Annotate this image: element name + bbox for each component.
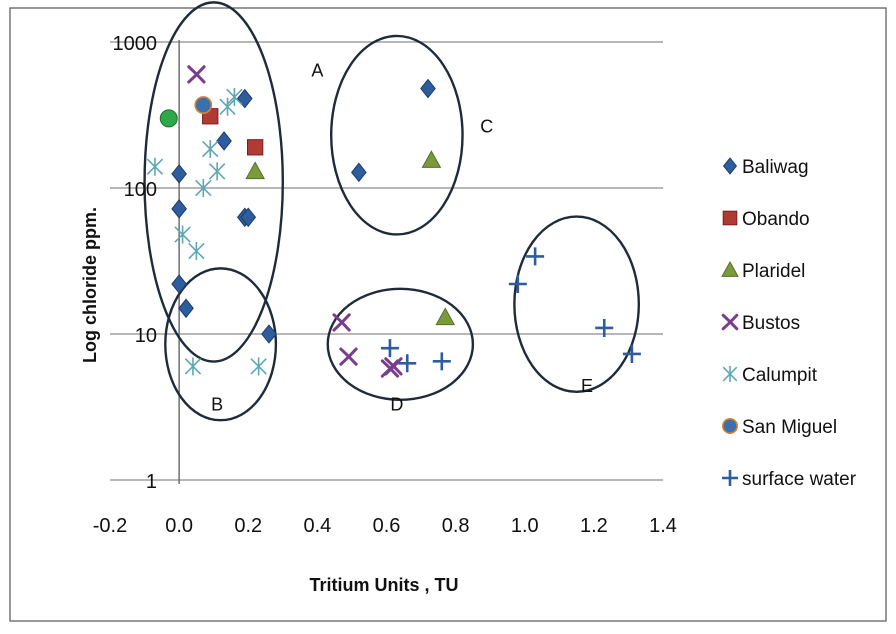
point-plaridel — [421, 150, 442, 168]
point-surface-water — [508, 275, 527, 294]
x-tick-label: 0.2 — [234, 515, 262, 537]
grid-lines — [110, 41, 663, 481]
legend-san-miguel-label: San Miguel — [742, 417, 837, 438]
legend-baliwag-marker — [722, 157, 738, 175]
legend-san-miguel-marker — [721, 417, 738, 434]
group-ellipse — [326, 287, 475, 401]
x-tick-label: 1.4 — [649, 515, 677, 537]
group-label: E — [581, 376, 593, 396]
point-calumpit — [250, 357, 267, 376]
y-tick-label: 1000 — [113, 33, 158, 55]
x-tick-label: 0.0 — [165, 515, 193, 537]
legend-obando-marker — [722, 210, 738, 226]
point-plaridel — [435, 307, 456, 326]
point-baliwag — [171, 164, 187, 184]
x-tick-label: 0.6 — [373, 515, 401, 537]
point-baliwag — [171, 274, 187, 294]
legend-obando-label: Obando — [742, 209, 810, 230]
point-surface-water — [398, 354, 417, 373]
point-calumpit — [202, 139, 219, 158]
data-points — [146, 65, 641, 378]
point-bustos — [187, 65, 206, 84]
point-baliwag — [420, 78, 436, 99]
point-obando — [247, 139, 264, 156]
point-baliwag — [261, 324, 277, 344]
x-tick-label: 0.8 — [442, 515, 470, 537]
tick-labels: 1 10 100 1000 -0.2 0.0 0.2 0.4 0.6 0.8 1.0 1.2 1.4 — [93, 33, 677, 537]
point-san-miguel — [194, 96, 213, 114]
point-baliwag — [171, 199, 187, 219]
point-baliwag — [216, 131, 232, 151]
legend-baliwag-label: Baliwag — [742, 157, 809, 178]
group-ellipse — [143, 1, 285, 363]
point-surface-water — [595, 318, 614, 337]
point-calumpit — [174, 225, 191, 244]
group-label: C — [480, 116, 493, 136]
y-axis-label: Log chloride ppm. — [80, 207, 100, 363]
point-surface-water — [432, 352, 451, 371]
legend-bustos-marker — [721, 313, 739, 331]
point-baliwag — [240, 207, 257, 228]
point-baliwag — [178, 298, 194, 319]
point-bustos — [384, 357, 403, 376]
point-bustos — [339, 347, 358, 366]
point-calumpit — [195, 179, 212, 197]
point-calumpit — [208, 162, 226, 181]
group-ellipse — [330, 34, 464, 236]
legend-plaridel-marker — [721, 260, 739, 277]
point-surface-water — [380, 339, 399, 358]
point-calumpit — [146, 157, 164, 176]
legend-calumpit-marker — [722, 366, 738, 382]
x-tick-label: 1.0 — [511, 515, 539, 537]
point-bustos — [332, 313, 351, 332]
legend: Baliwag Obando Plaridel Bustos Calumpit San M… — [721, 157, 857, 490]
y-tick-label: 1 — [146, 471, 157, 493]
y-tick-label: 100 — [124, 179, 157, 201]
y-tick-label: 10 — [135, 325, 157, 347]
point-calumpit — [226, 88, 243, 107]
legend-surface-water-label: surface water — [742, 469, 857, 490]
group-ellipse — [164, 267, 278, 422]
legend-bustos-label: Bustos — [742, 313, 800, 334]
group-label: D — [390, 394, 403, 414]
group-label: B — [211, 394, 223, 414]
point-unlabeled-circle — [159, 109, 178, 128]
point-calumpit — [184, 357, 202, 376]
legend-calumpit-label: Calumpit — [742, 365, 818, 386]
legend-plaridel-label: Plaridel — [742, 261, 805, 282]
group-label: A — [311, 61, 323, 81]
x-tick-label: -0.2 — [93, 515, 127, 537]
point-baliwag — [351, 162, 367, 183]
x-tick-label: 0.4 — [303, 515, 331, 537]
point-surface-water — [622, 344, 641, 363]
point-calumpit — [188, 242, 205, 261]
x-axis-label: Tritium Units , TU — [309, 575, 458, 595]
point-calumpit — [219, 97, 236, 116]
point-plaridel — [245, 161, 266, 180]
legend-surface-water-marker — [722, 470, 738, 486]
group-ellipse — [513, 215, 641, 393]
group-ellipses: A B C D E — [143, 1, 641, 422]
x-tick-label: 1.2 — [580, 515, 608, 537]
point-surface-water — [526, 247, 545, 266]
